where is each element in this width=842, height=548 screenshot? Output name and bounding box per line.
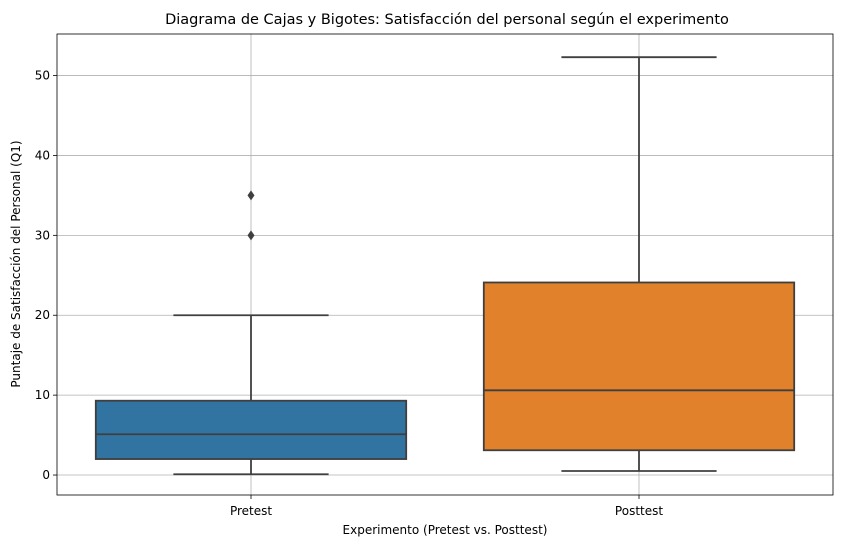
y-axis: 0 10 20 30 40 50 [35,69,57,482]
y-tick-label: 30 [35,228,50,242]
y-tick-label: 40 [35,148,50,162]
box-posttest [482,56,796,472]
x-axis-label: Experimento (Pretest vs. Posttest) [343,523,548,537]
outlier-point [247,190,255,201]
plot-frame [56,33,834,496]
x-tick-label: Posttest [615,504,663,518]
y-tick-label: 0 [42,468,50,482]
y-tick-label: 20 [35,308,50,322]
iqr-box [482,281,796,452]
y-axis-label: Puntaje de Satisfacción del Personal (Q1… [9,140,23,387]
outlier-point [247,230,255,241]
x-tick-label: Pretest [230,504,272,518]
y-tick-label: 10 [35,388,50,402]
boxes [94,56,796,476]
chart-title: Diagrama de Cajas y Bigotes: Satisfacció… [165,12,729,28]
box-pretest [94,190,408,476]
iqr-box [94,399,408,460]
x-axis: Pretest Posttest [230,495,663,518]
y-tick-label: 50 [35,69,50,83]
